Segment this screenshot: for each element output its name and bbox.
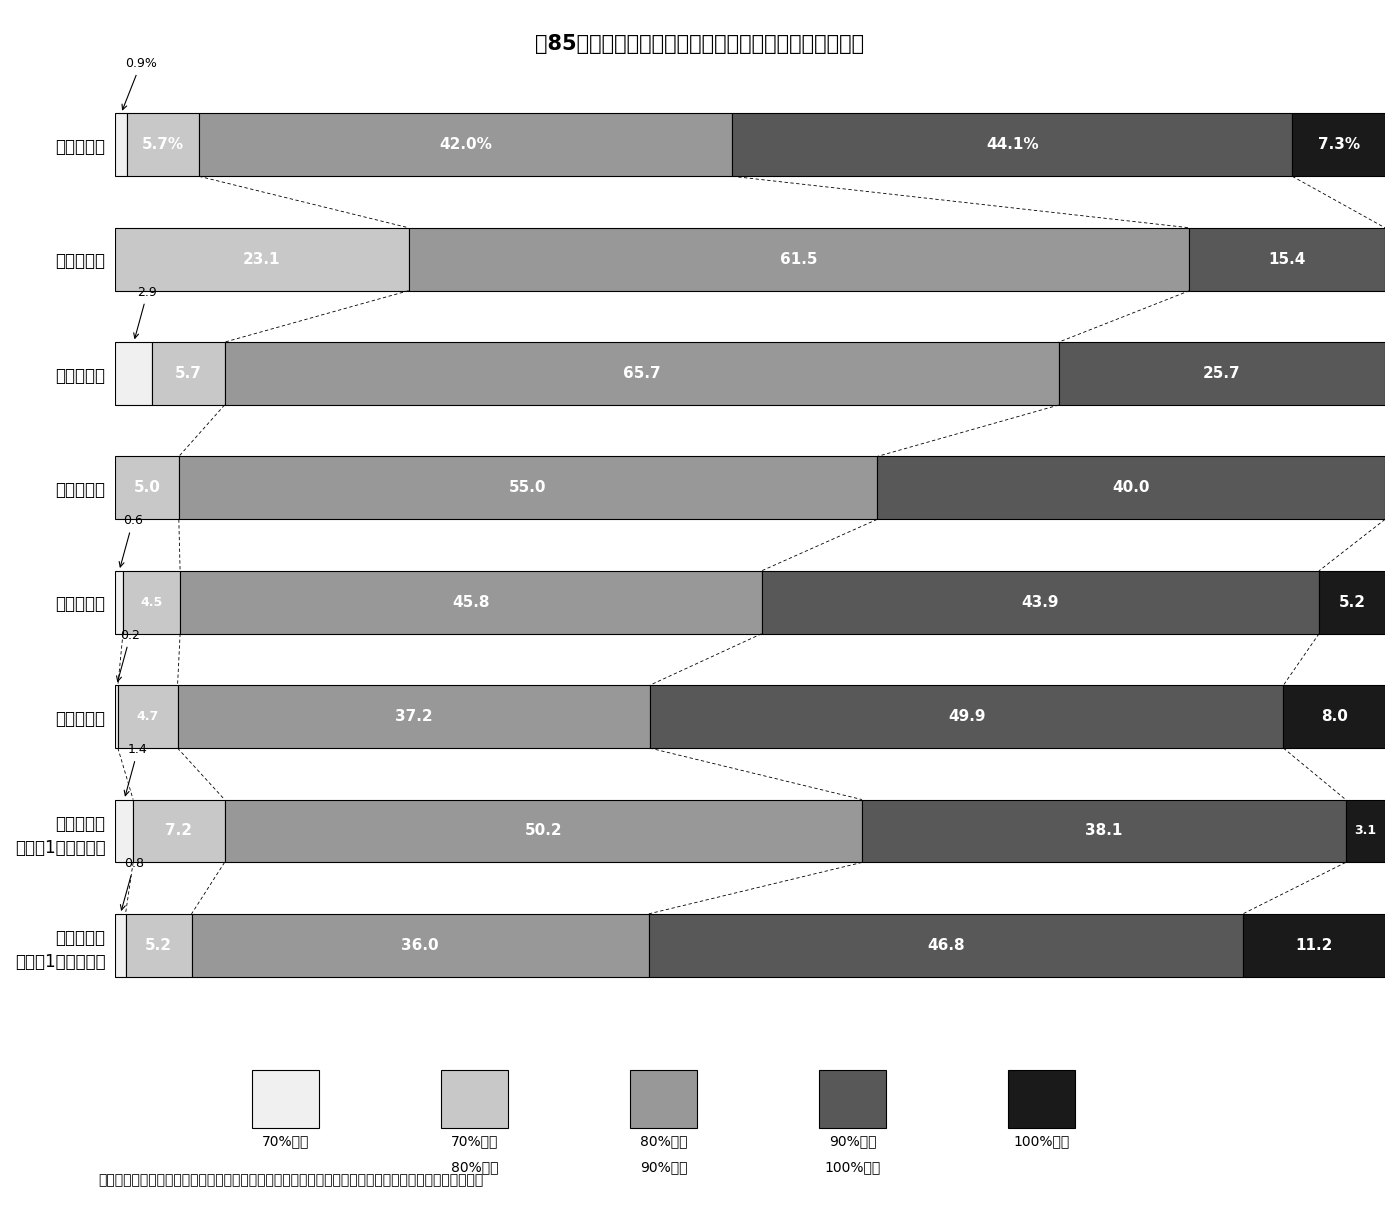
Bar [115,571,123,634]
Bar [115,914,126,977]
Bar [199,114,732,177]
Text: （注）　「市町村合計」における団体は、大都市、中核市、特例市、中都市、小都市及び町村である。: （注） 「市町村合計」における団体は、大都市、中核市、特例市、中都市、小都市及び… [98,1173,483,1187]
Text: 4.7: 4.7 [137,710,158,723]
Text: 8.0: 8.0 [1320,710,1348,724]
Text: 46.8: 46.8 [927,938,965,953]
Text: 42.0%: 42.0% [440,138,493,152]
Bar [115,114,127,177]
Bar [1190,227,1385,290]
Text: 70%未満: 70%未満 [262,1134,309,1149]
Text: 36.0: 36.0 [402,938,438,953]
Text: 90%以上: 90%以上 [829,1134,876,1149]
Bar [133,799,224,862]
Text: 80%以上: 80%以上 [640,1134,687,1149]
Bar [1345,799,1385,862]
Bar [192,914,648,977]
Bar [224,799,862,862]
Text: 70%以上: 70%以上 [451,1134,498,1149]
Bar [179,457,878,520]
Bar [115,342,153,405]
Text: 40.0: 40.0 [1113,480,1149,496]
Text: 100%未満: 100%未満 [825,1161,881,1175]
Text: 43.9: 43.9 [1022,595,1058,609]
Bar [648,914,1243,977]
Bar [126,914,192,977]
Text: 65.7: 65.7 [623,366,661,381]
Text: 90%未満: 90%未満 [640,1161,687,1175]
Bar [862,799,1345,862]
Bar [1319,571,1385,634]
Bar [153,342,224,405]
Text: 80%未満: 80%未満 [451,1161,498,1175]
Text: 45.8: 45.8 [452,595,490,609]
Bar [1243,914,1385,977]
Text: 5.2: 5.2 [146,938,172,953]
Text: 0.6: 0.6 [119,514,143,567]
Text: 44.1%: 44.1% [986,138,1039,152]
Text: 37.2: 37.2 [395,710,433,724]
Text: 49.9: 49.9 [948,710,986,724]
Bar [762,571,1319,634]
Text: 0.2: 0.2 [116,629,140,682]
Text: 11.2: 11.2 [1295,938,1333,953]
Text: 3.1: 3.1 [1354,825,1376,838]
Bar [127,114,199,177]
Text: 5.2: 5.2 [1338,595,1365,609]
Text: 23.1: 23.1 [244,251,281,267]
Bar [115,457,179,520]
Text: 0.9%: 0.9% [122,57,157,110]
Bar [118,686,178,748]
Bar [181,571,762,634]
Text: 0.8: 0.8 [120,857,144,910]
Text: 5.0: 5.0 [133,480,161,496]
Bar [224,342,1058,405]
Bar [115,686,118,748]
Bar [178,686,650,748]
Bar [115,799,133,862]
Bar [1284,686,1385,748]
Text: 15.4: 15.4 [1268,251,1306,267]
Bar [650,686,1284,748]
Text: 5.7: 5.7 [175,366,202,381]
Text: 25.7: 25.7 [1203,366,1240,381]
Bar [409,227,1190,290]
Text: 7.2: 7.2 [165,823,192,839]
Text: 61.5: 61.5 [780,251,818,267]
Text: 1.4: 1.4 [125,744,148,796]
Text: 7.3%: 7.3% [1317,138,1359,152]
Bar [1058,342,1385,405]
Text: 4.5: 4.5 [140,596,162,609]
Text: 55.0: 55.0 [510,480,547,496]
Bar [123,571,181,634]
Text: 50.2: 50.2 [525,823,561,839]
Text: 100%以上: 100%以上 [1014,1134,1070,1149]
Text: 5.7%: 5.7% [141,138,183,152]
Text: 2.9: 2.9 [134,285,157,339]
Text: 38.1: 38.1 [1085,823,1123,839]
Text: 第85図　市町村の規模別経常収支比率の状況（構成比）: 第85図 市町村の規模別経常収支比率の状況（構成比） [535,34,865,54]
Bar [115,227,409,290]
Bar [732,114,1292,177]
Bar [878,457,1385,520]
Bar [1292,114,1385,177]
